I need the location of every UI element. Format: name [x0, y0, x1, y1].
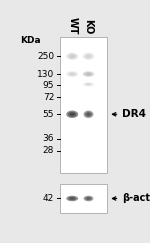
Ellipse shape: [84, 111, 93, 118]
Text: DR4: DR4: [112, 109, 146, 119]
Ellipse shape: [83, 82, 94, 87]
Ellipse shape: [70, 73, 75, 75]
Ellipse shape: [86, 55, 91, 58]
Ellipse shape: [70, 55, 75, 58]
Text: 55: 55: [43, 110, 54, 119]
Ellipse shape: [86, 84, 91, 85]
Ellipse shape: [83, 71, 94, 77]
Ellipse shape: [66, 53, 78, 60]
Text: β-actin: β-actin: [112, 193, 150, 203]
Ellipse shape: [66, 196, 78, 201]
Ellipse shape: [70, 197, 75, 200]
Ellipse shape: [85, 83, 92, 86]
Text: 95: 95: [43, 81, 54, 90]
Ellipse shape: [86, 73, 91, 75]
Text: 72: 72: [43, 93, 54, 102]
Ellipse shape: [66, 111, 78, 118]
Text: WT: WT: [67, 17, 77, 35]
Ellipse shape: [70, 113, 75, 116]
Ellipse shape: [87, 197, 90, 200]
Text: 36: 36: [43, 134, 54, 143]
Ellipse shape: [85, 112, 92, 117]
Text: 250: 250: [37, 52, 54, 61]
Bar: [60, 37, 107, 173]
Ellipse shape: [68, 197, 76, 200]
Ellipse shape: [68, 72, 76, 76]
Text: 28: 28: [43, 146, 54, 155]
Ellipse shape: [66, 71, 78, 77]
Text: 130: 130: [37, 69, 54, 78]
Text: 42: 42: [43, 194, 54, 203]
Text: KO: KO: [84, 19, 93, 35]
Ellipse shape: [68, 112, 76, 117]
Ellipse shape: [84, 54, 93, 59]
Ellipse shape: [83, 53, 94, 60]
Bar: [60, 183, 107, 213]
Ellipse shape: [87, 113, 90, 116]
Ellipse shape: [84, 196, 93, 201]
Ellipse shape: [85, 197, 92, 200]
Text: KDa: KDa: [21, 36, 41, 45]
Ellipse shape: [84, 72, 93, 76]
Ellipse shape: [68, 54, 76, 59]
